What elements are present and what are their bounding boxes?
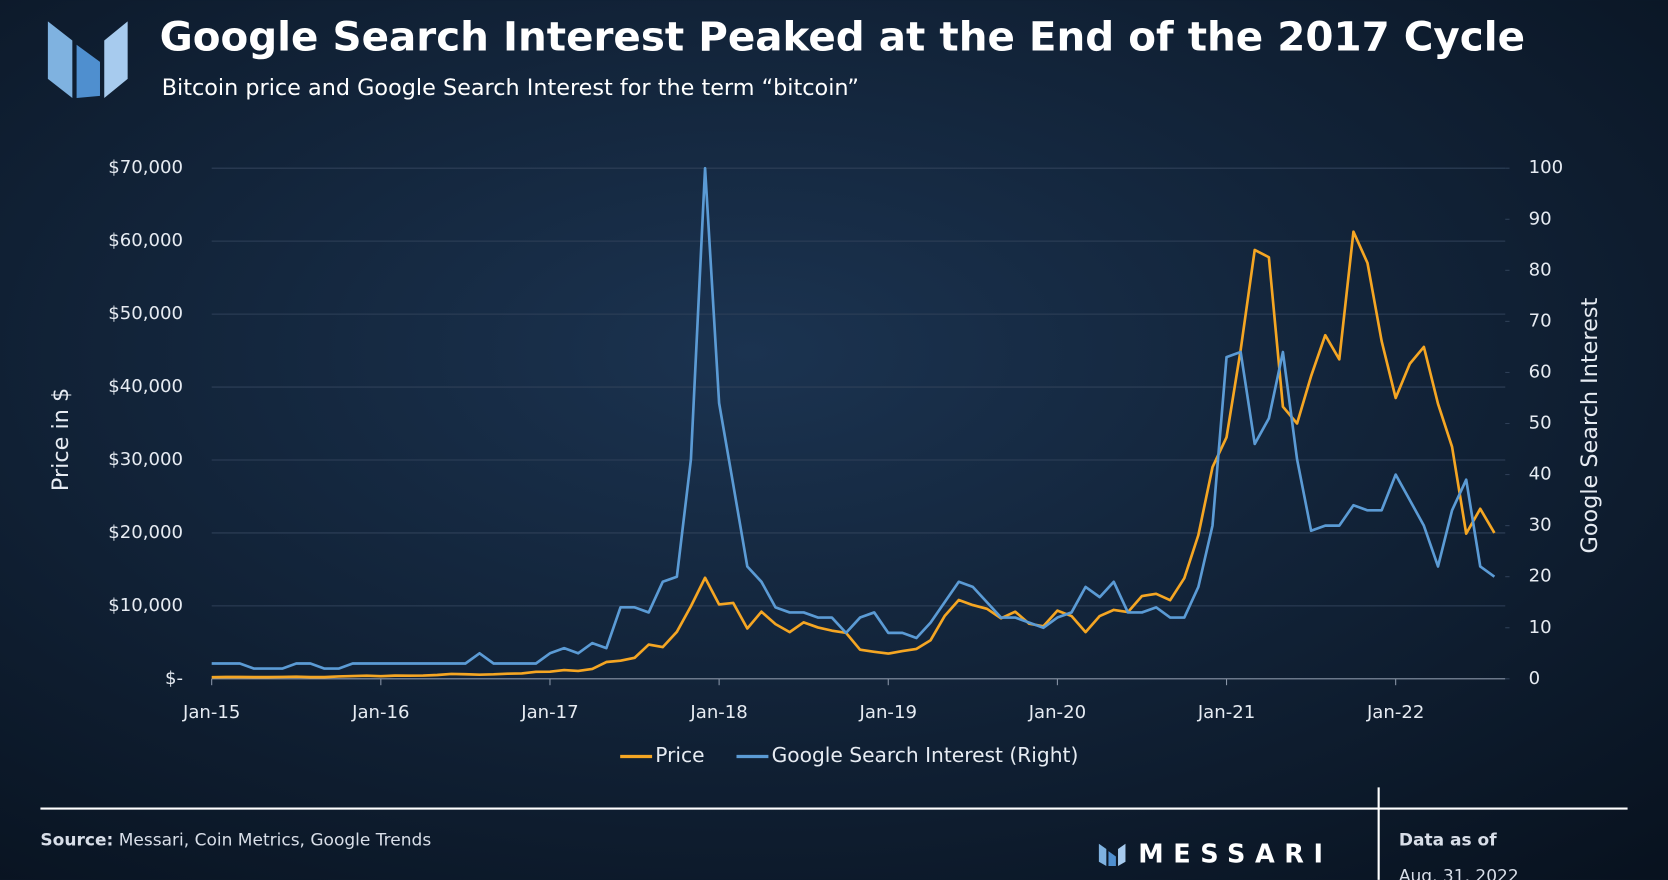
y-tick-label: $20,000 <box>108 522 183 543</box>
y2-tick-label: 0 <box>1529 668 1541 689</box>
y2-tick-label: 30 <box>1529 515 1552 536</box>
y-tick-label: $10,000 <box>108 595 183 616</box>
y2-tick-label: 100 <box>1529 157 1564 178</box>
y2-tick-label: 20 <box>1529 566 1552 587</box>
data-as-of: Data as of <box>1399 831 1497 851</box>
x-tick-label: Jan-20 <box>1028 702 1086 723</box>
legend: Price Google Search Interest (Right) <box>620 743 1078 767</box>
y-tick-label: $40,000 <box>108 376 183 397</box>
y2-tick-label: 40 <box>1529 464 1552 485</box>
legend-label: Price <box>655 743 704 767</box>
y-axis-label: Price in $ <box>48 388 74 491</box>
brand-logo <box>1098 843 1126 867</box>
y2-tick-label: 80 <box>1529 259 1552 280</box>
y-tick-label: $60,000 <box>108 230 183 251</box>
y2-tick-label: 90 <box>1529 208 1552 229</box>
source-text: Messari, Coin Metrics, Google Trends <box>119 831 432 851</box>
chart-title: Google Search Interest Peaked at the End… <box>160 12 1525 60</box>
source: Source: Messari, Coin Metrics, Google Tr… <box>40 831 431 851</box>
y2-axis-label: Google Search Interest <box>1577 298 1603 554</box>
y-tick-label: $- <box>165 668 183 689</box>
series-line <box>211 230 1496 679</box>
x-tick-label: Jan-18 <box>689 702 747 723</box>
x-tick-label: Jan-16 <box>351 702 409 723</box>
x-tick-label: Jan-21 <box>1197 702 1255 723</box>
chart-subtitle: Bitcoin price and Google Search Interest… <box>162 75 859 101</box>
y2-tick-label: 60 <box>1529 361 1552 382</box>
x-tick-label: Jan-19 <box>859 702 917 723</box>
data-date: Aug. 31, 2022 <box>1399 867 1519 880</box>
x-tick-label: Jan-15 <box>182 702 240 723</box>
legend-label: Google Search Interest (Right) <box>772 743 1079 767</box>
series-line <box>211 166 1496 670</box>
y-tick-label: $70,000 <box>108 157 183 178</box>
y2-tick-label: 70 <box>1529 310 1552 331</box>
y2-tick-label: 10 <box>1529 617 1552 638</box>
source-label: Source: <box>40 831 113 851</box>
y2-tick-label: 50 <box>1529 413 1552 434</box>
x-tick-label: Jan-22 <box>1366 702 1424 723</box>
x-tick-label: Jan-17 <box>520 702 578 723</box>
y-tick-label: $30,000 <box>108 449 183 470</box>
brand: MESSARI <box>1138 839 1332 869</box>
logo <box>47 21 128 98</box>
y-tick-label: $50,000 <box>108 303 183 324</box>
